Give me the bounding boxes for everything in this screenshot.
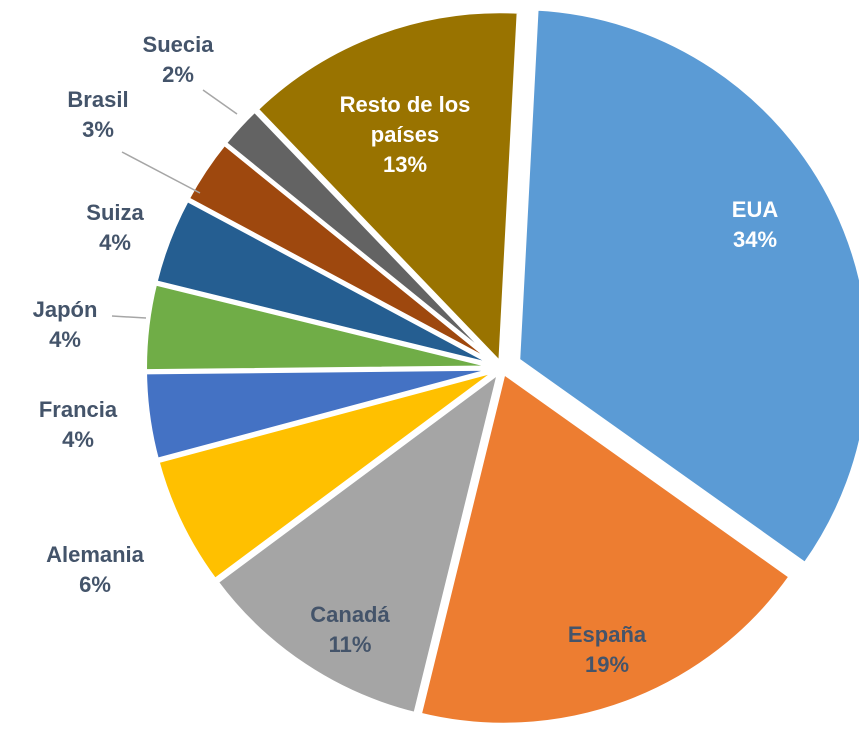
pie-slice — [417, 369, 794, 727]
data-label: Suecia 2% — [143, 30, 214, 90]
pie-slice — [155, 368, 499, 583]
value-label: 4% — [99, 230, 131, 255]
category-label: Suecia — [142, 32, 214, 57]
category-label: Japón — [32, 297, 98, 322]
data-label: España 19% — [568, 620, 646, 680]
value-label: 34% — [732, 227, 778, 252]
value-label: 2% — [162, 62, 194, 87]
pie-slice — [213, 367, 503, 717]
category-label: Resto de los países — [339, 92, 471, 147]
category-label: EUA — [731, 197, 779, 222]
value-label: 13% — [382, 152, 428, 177]
value-label: 3% — [82, 117, 114, 142]
category-label: España — [567, 622, 647, 647]
value-label: 19% — [584, 652, 630, 677]
category-label: Canadá — [310, 602, 390, 627]
data-label: Francia 4% — [39, 395, 117, 455]
category-label: Alemania — [46, 542, 144, 567]
pie-slice — [253, 9, 521, 369]
data-label: Canadá 11% — [310, 600, 389, 660]
value-label: 11% — [328, 632, 372, 657]
category-label: Francia — [38, 397, 118, 422]
value-label: 4% — [49, 327, 81, 352]
data-label: Japón 4% — [33, 295, 98, 355]
leader-line — [111, 315, 147, 319]
data-label: Suiza 4% — [86, 198, 143, 258]
leader-line — [121, 151, 201, 194]
pie-slice — [221, 107, 500, 367]
leader-line — [202, 89, 238, 115]
data-label: Alemania 6% — [46, 540, 144, 600]
pie-slice — [516, 6, 859, 567]
data-label: EUA 34% — [732, 195, 778, 255]
value-label: 4% — [62, 427, 94, 452]
data-label: Resto de los países 13% — [310, 90, 500, 180]
value-label: 6% — [79, 572, 111, 597]
slices — [143, 6, 859, 727]
data-label: Brasil 3% — [67, 85, 128, 145]
category-label: Suiza — [86, 200, 144, 225]
category-label: Brasil — [67, 87, 129, 112]
